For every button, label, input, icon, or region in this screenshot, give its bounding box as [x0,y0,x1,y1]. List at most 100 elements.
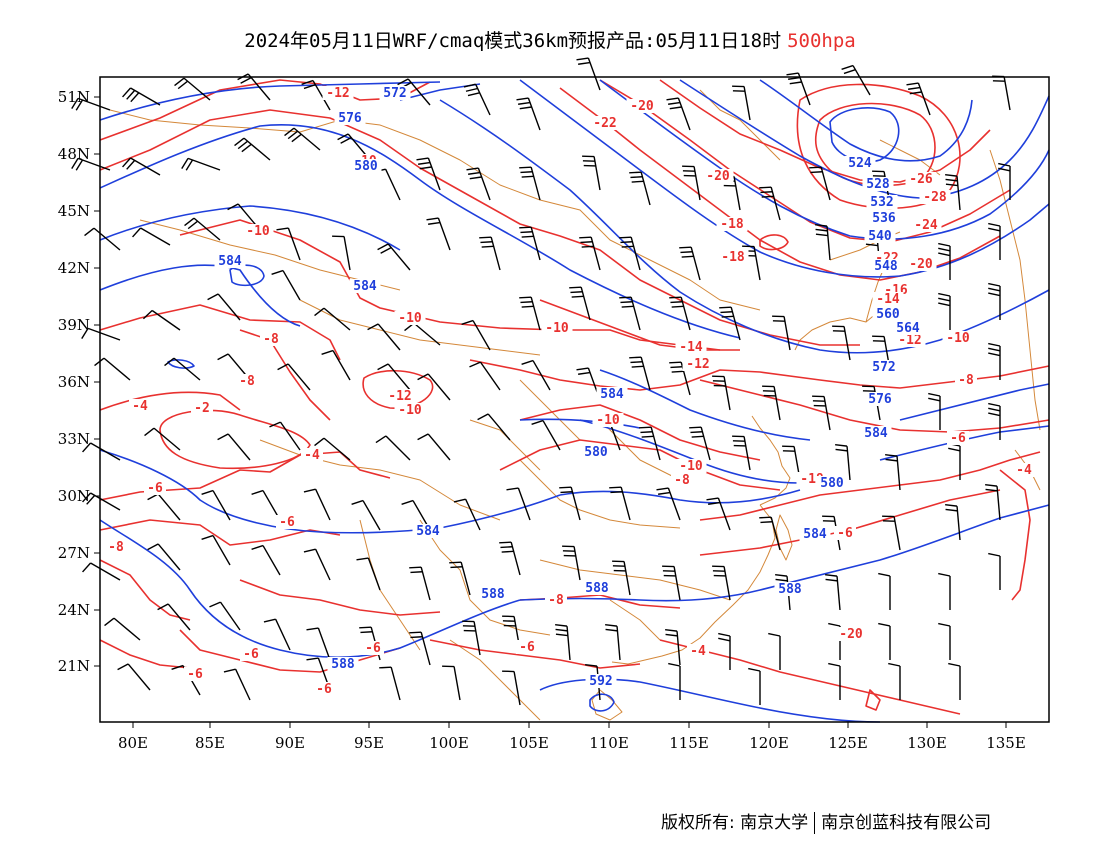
barb-feather [360,631,373,634]
contour-label: -14 [679,340,703,355]
wind-barb [506,487,531,521]
barb-feather [314,307,325,317]
barb-shaft [677,97,691,131]
wind-barb [762,385,781,421]
label-bg [313,682,335,696]
label-bg [717,250,749,264]
temperature-contours [99,79,1050,715]
wind-barb [619,236,641,271]
barb-shaft [510,541,521,576]
barb-feather [409,631,422,634]
barb-feather [126,89,136,100]
contour-label: 588 [331,657,355,672]
contour-label: -12 [898,333,921,348]
barb-feather [377,363,389,371]
contour-label: 576 [338,111,362,126]
barb-feather [666,97,679,101]
barb-shaft [287,227,301,261]
wind-barb [682,165,701,201]
wind-barb [619,296,641,331]
wind-barb [712,565,731,601]
barb-feather [815,228,828,232]
barb-shaft [723,376,731,411]
barb-feather [521,175,534,178]
barb-shaft [490,236,501,271]
contour-label: -4 [304,448,320,463]
barb-shaft [385,435,411,461]
lon-label: 110E [589,734,629,752]
wind-barb [442,665,461,701]
barb-shaft [487,413,511,441]
barb-feather [605,628,618,632]
barb-shaft [413,322,441,346]
label-bg [844,156,876,170]
wind-barb [71,97,111,111]
label-bg [716,217,748,231]
contour-label: 524 [848,156,872,171]
wind-barb [519,226,541,261]
contour-label: 588 [778,582,802,597]
barb-feather [630,176,643,179]
wind-barb [271,269,301,301]
barb-feather [306,657,319,661]
wind-barb [377,363,411,391]
wind-barb [181,157,221,171]
barb-feather [184,217,195,227]
barb-feather [906,82,919,86]
lon-label: 105E [509,734,549,752]
barb-feather [885,458,898,462]
wind-barb [269,421,301,451]
barb-feather [928,397,941,402]
border-line [449,639,541,721]
label-bg [362,641,384,655]
isotherm [999,469,1031,601]
barb-feather [828,622,841,627]
wind-barb [375,435,411,461]
label-bg [394,311,426,325]
barb-shaft [717,497,731,531]
barb-feather [277,363,289,371]
barb-feather [559,486,572,489]
wind-barb [263,618,291,651]
barb-shaft [723,566,731,601]
label-bg [589,116,621,130]
isotherm [99,304,341,361]
contour-label: 580 [820,476,844,491]
contour-label: 528 [866,177,890,192]
barb-feather [306,627,319,631]
contour-label: 580 [584,445,608,460]
barb-feather [468,171,481,175]
barb-feather [761,195,774,198]
barb-feather [629,171,642,174]
barb-feather [409,566,422,569]
barb-feather [718,637,731,642]
barb-feather [410,571,423,574]
label-bg [105,540,127,554]
barb-feather [619,296,632,299]
barb-feather [82,492,92,503]
barb-feather [718,632,731,637]
contour-label: -10 [596,413,620,428]
barb-feather [481,245,494,248]
contour-label: -24 [914,218,938,233]
barb-shaft [87,327,121,341]
barb-shaft [317,627,331,661]
wind-barb [888,662,901,700]
barb-shaft [843,326,851,361]
contour-label: -6 [147,481,163,496]
barb-shaft [630,296,641,331]
wind-barb [878,622,891,660]
barb-feather [988,292,1001,297]
isotherm [865,689,881,711]
barb-feather [177,80,189,90]
barb-feather [117,663,129,671]
wind-barb [234,137,271,161]
barb-feather [477,413,489,421]
barb-shaft [387,243,411,271]
wind-barb [555,624,571,661]
barb-feather [619,236,632,239]
contour-label: -20 [630,99,654,114]
barb-feather [185,159,194,171]
barb-feather [658,491,671,495]
barb-feather [985,484,998,487]
